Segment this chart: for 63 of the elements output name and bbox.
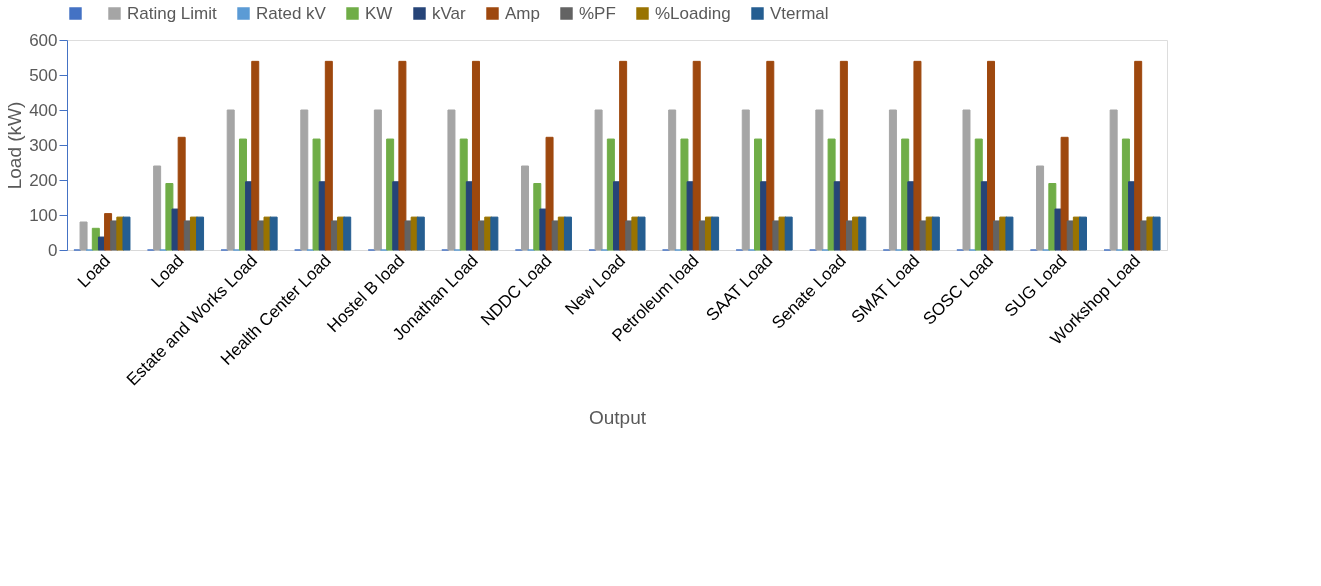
y-tick-label: 100 [29,205,58,225]
legend-label: Rating Limit [127,3,218,23]
bar [913,60,922,251]
legend-label: Rated kV [256,3,327,23]
bar [1079,216,1087,251]
bar [251,60,260,251]
bar [324,60,333,251]
bar [1152,216,1161,251]
bar [766,60,775,251]
bar [858,216,867,251]
bar [1134,60,1143,251]
bar [619,60,628,251]
bar [888,109,897,251]
bar [373,109,382,251]
bar [962,109,971,251]
y-tick-label: 0 [48,240,58,260]
bar [711,216,720,251]
legend-label: %Loading [655,3,731,23]
bar [447,109,456,251]
bar [931,216,940,251]
bar [269,216,278,251]
legend-label: kVar [432,3,467,23]
bar [784,216,793,251]
bar [1005,216,1014,251]
bar [668,109,677,251]
bar [122,216,131,251]
bar [226,109,235,251]
legend-label: Vtermal [770,3,829,23]
y-tick-label: 400 [29,100,58,120]
bar [563,216,572,251]
bar [827,138,836,251]
bar [1036,165,1045,251]
legend-label: Amp [505,3,540,23]
bar [839,60,848,251]
legend-label: KW [365,3,393,23]
bar [153,165,162,251]
y-tick-label: 600 [29,30,58,50]
x-axis-title: Output [588,406,647,428]
bar [300,109,309,251]
bar [471,60,480,251]
bar [1060,136,1069,251]
y-axis-title: Load (kW) [4,101,26,190]
bar [1109,109,1118,251]
bar [416,216,425,251]
y-tick-label: 300 [29,135,58,155]
bar [196,216,205,251]
legend-label: %PF [579,3,616,23]
y-tick-label: 500 [29,65,58,85]
bar [987,60,996,251]
bar [79,221,88,251]
bar [490,216,499,251]
bar [398,60,407,251]
bar [637,216,646,251]
bar [692,60,701,251]
bar [741,109,750,251]
bar [343,216,352,251]
bar [521,165,530,251]
bar [177,136,186,251]
y-tick-label: 200 [29,170,58,190]
bar [594,109,603,251]
bar [545,136,554,251]
bar [815,109,824,251]
bar [312,138,321,251]
